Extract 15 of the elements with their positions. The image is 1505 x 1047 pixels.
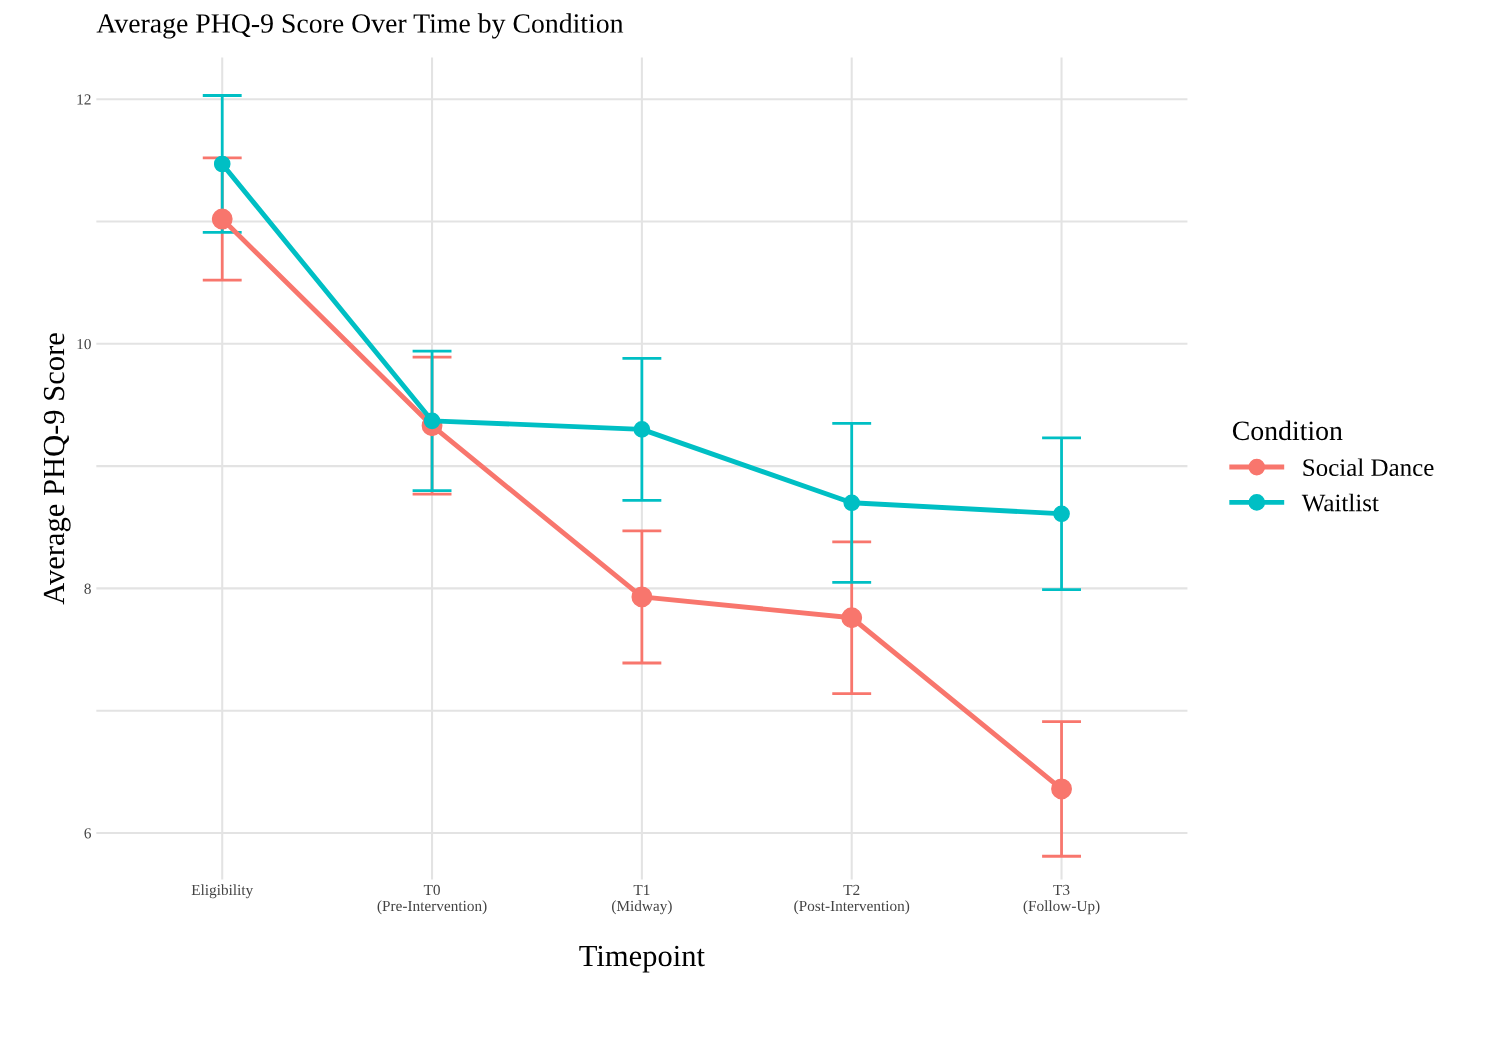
- y-tick-label: 6: [84, 828, 91, 839]
- x-axis-title: Timepoint: [579, 945, 705, 973]
- y-axis-title: Average PHQ-9 Score: [43, 333, 71, 605]
- chart-title: Average PHQ-9 Score Over Time by Condition: [96, 13, 624, 39]
- legend-label: Waitlist: [1301, 493, 1379, 512]
- legend-label: Social Dance: [1303, 458, 1434, 477]
- x-tick-label: T1 (Midway): [612, 884, 672, 915]
- x-tick-label: T2 (Post-Intervention): [794, 884, 910, 915]
- x-tick-label: Eligibility: [191, 884, 254, 899]
- x-tick-label: T0 (Pre-Intervention): [377, 884, 487, 915]
- y-tick-label: 10: [77, 338, 91, 350]
- legend-title: Condition: [1232, 420, 1343, 441]
- y-tick-label: 12: [77, 94, 91, 105]
- x-tick-label: T3 (Follow-Up): [1023, 884, 1100, 915]
- y-tick-label: 8: [84, 583, 91, 594]
